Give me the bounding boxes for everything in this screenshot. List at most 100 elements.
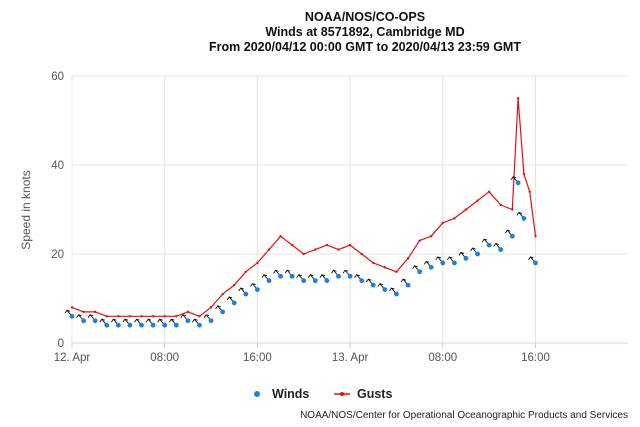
wind-arrow-head [319,274,326,278]
wind-arrow-head [447,256,453,261]
winds-point [243,291,249,297]
winds-point [451,260,457,266]
gusts-point [151,315,155,318]
winds-point [115,322,121,328]
legend-gusts-marker [340,392,344,396]
wind-arrow-head [458,251,465,256]
gusts-point [476,199,479,202]
winds-point [289,273,295,279]
credit-text: NOAA/NOS/Center for Operational Oceanogr… [300,410,628,421]
gusts-point [383,266,387,269]
wind-arrow-head [377,283,384,287]
wind-arrow-head [365,278,372,283]
gusts-point [82,310,85,314]
winds-point [336,273,341,279]
gusts-point [487,190,491,193]
gusts-point [93,310,97,314]
winds-point [515,180,521,186]
winds-point [231,300,237,306]
winds-point [220,309,226,315]
wind-arrow-head [510,176,517,181]
wind-arrow-head [493,243,499,247]
winds-point [382,287,388,292]
wind-arrow-head [238,287,244,292]
wind-arrow-head [261,274,268,278]
wind-arrow-head [215,305,221,310]
wind-arrow-head [145,318,152,323]
gusts-point [70,306,74,309]
wind-arrow-head [87,314,94,318]
gusts-point [244,270,248,273]
legend-item-gusts[interactable]: Gusts [334,387,392,401]
wind-arrow-head [423,260,430,265]
winds-point [498,247,504,252]
winds-point [475,251,480,257]
chart-subtitle-range: From 2020/04/12 00:00 GMT to 2020/04/13 … [209,40,521,54]
gusts-point [464,208,468,211]
gusts-point [522,172,526,176]
gusts-point [128,315,132,318]
wind-arrow-head [342,269,349,274]
gusts-point [337,248,340,251]
gusts-point [430,235,433,238]
winds-point [301,278,307,284]
winds-point [417,269,423,275]
grid-lines [71,75,628,348]
gusts-point [441,221,444,225]
series-winds [64,176,538,328]
gusts-point [516,97,520,100]
gusts-point [209,306,213,309]
gusts-point [302,252,305,256]
x-axis-ticks: 12. Apr 08:00 16:00 13. Apr 08:00 16:00 [54,352,550,364]
winds-point [440,260,446,266]
x-tick-label: 08:00 [428,352,457,364]
gusts-point [534,235,537,238]
gusts-point [360,252,363,256]
x-tick-label: 16:00 [243,352,272,364]
wind-arrow-head [157,318,163,323]
y-axis-title: Speed in knots [19,170,33,249]
legend-item-winds[interactable]: Winds [254,387,309,401]
wind-arrow-head [76,314,82,318]
gusts-point [395,270,398,273]
wind-arrow-head [504,229,511,234]
gusts-point [163,315,166,318]
wind-arrow-head [203,314,210,318]
legend-winds-label: Winds [272,387,309,401]
wind-arrow-head [192,318,198,323]
winds-point [324,278,330,284]
wind-arrow-head [134,318,140,323]
winds-point [463,256,469,261]
gusts-point [372,261,375,265]
legend: Winds Gusts [254,387,392,401]
x-tick-label: 12. Apr [54,352,91,364]
winds-point [428,264,434,270]
wind-arrow-head [516,211,523,216]
gusts-point [348,243,352,247]
gusts-point [511,208,514,211]
winds-point [150,322,156,328]
winds-point [266,278,272,284]
winds-point [139,322,144,328]
y-axis-ticks: 0 20 40 60 [51,71,64,350]
winds-point [185,318,191,324]
winds-point [162,322,168,328]
winds-point [394,291,399,297]
chart-title: NOAA/NOS/CO-OPS [305,10,425,24]
wind-arrow-head [122,318,129,323]
gusts-point [267,248,271,251]
wind-arrow-head [400,278,407,283]
winds-point [81,318,86,324]
wind-arrow-head [64,309,71,314]
gusts-point [314,248,317,251]
gusts-point [406,257,410,260]
gusts-point [499,203,502,207]
wind-arrow-head [168,318,175,323]
gusts-point [256,261,259,265]
winds-point [197,322,202,328]
winds-point [208,318,214,324]
gusts-point [221,292,224,296]
gusts-line [71,97,537,317]
wind-arrow-head [331,269,337,274]
wind-arrow-head [389,287,395,292]
